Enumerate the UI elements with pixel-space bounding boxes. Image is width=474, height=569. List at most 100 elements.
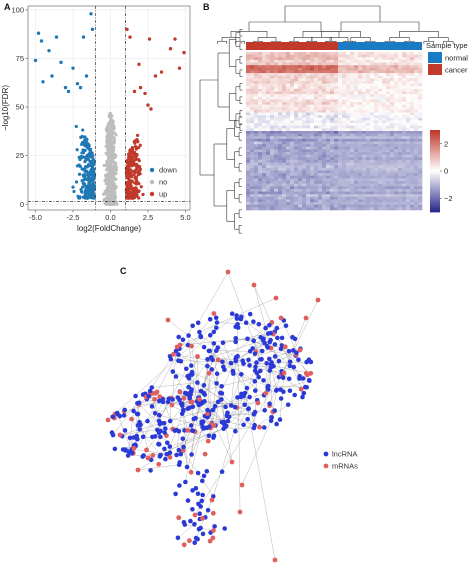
network-edge: [241, 420, 272, 486]
node-lncrna: [213, 315, 219, 321]
heatmap-cell: [390, 83, 395, 87]
heatmap-cell: [290, 57, 295, 61]
heatmap-cell: [390, 149, 395, 153]
node-mrna: [273, 295, 279, 301]
heatmap-cell: [390, 115, 395, 119]
node-lncrna: [177, 483, 182, 488]
heatmap-cell: [314, 202, 319, 206]
heatmap-cell: [262, 186, 267, 190]
heatmap-cell: [250, 146, 255, 150]
heatmap-cell: [382, 146, 387, 150]
heatmap-cell: [290, 52, 295, 55]
heatmap-cell: [314, 183, 319, 187]
heatmap-cell: [362, 159, 367, 163]
heatmap-cell: [290, 102, 295, 105]
heatmap-cell: [410, 88, 415, 92]
heatmap-cell: [310, 175, 315, 179]
heatmap-cell: [266, 120, 271, 124]
heatmap-cell: [326, 141, 331, 145]
point-down: [85, 165, 89, 169]
heatmap-cell: [258, 91, 263, 95]
heatmap-cell: [306, 159, 311, 163]
heatmap-cell: [274, 188, 279, 192]
heatmap-cell: [390, 117, 395, 121]
heatmap-cell: [394, 162, 399, 166]
heatmap-cell: [414, 170, 419, 174]
heatmap-cell: [370, 149, 375, 153]
heatmap-cell: [314, 194, 319, 198]
heatmap-cell: [298, 86, 303, 90]
heatmap-cell: [374, 67, 379, 71]
heatmap-cell: [290, 159, 295, 163]
heatmap-cell: [290, 96, 295, 100]
heatmap-cell: [274, 83, 279, 87]
heatmap-cell: [262, 146, 267, 150]
color-scale-segment: [430, 179, 440, 182]
heatmap-cell: [398, 191, 403, 195]
heatmap-cell: [358, 157, 363, 161]
heatmap-cell: [406, 104, 411, 108]
heatmap-cell: [258, 191, 263, 195]
heatmap-cell: [298, 207, 303, 211]
heatmap-cell: [398, 75, 403, 79]
heatmap-cell: [330, 120, 335, 124]
heatmap-cell: [414, 107, 419, 111]
heatmap-cell: [350, 170, 355, 174]
network-edge: [216, 350, 251, 352]
heatmap-cell: [318, 181, 323, 184]
point-up: [134, 157, 138, 161]
heatmap-cell: [274, 59, 279, 63]
heatmap-cell: [326, 175, 331, 179]
node-lncrna: [189, 363, 194, 368]
heatmap-cell: [418, 94, 423, 98]
heatmap-cell: [414, 204, 419, 208]
heatmap-cell: [314, 120, 319, 124]
node-lncrna: [157, 412, 162, 418]
heatmap-cell: [286, 175, 291, 179]
point-no: [111, 141, 116, 145]
heatmap-cell: [286, 88, 291, 92]
network-edge: [244, 392, 276, 561]
heatmap-cell: [334, 94, 339, 98]
heatmap-cell: [338, 125, 343, 129]
heatmap-cell: [382, 91, 387, 95]
heatmap-cell: [262, 102, 267, 105]
heatmap-cell: [382, 120, 387, 124]
node-lncrna: [304, 359, 309, 365]
node-lncrna: [253, 388, 258, 393]
heatmap-cell: [250, 62, 255, 66]
point-down: [80, 142, 84, 147]
heatmap-cell: [334, 123, 339, 127]
heatmap-cell: [362, 115, 367, 119]
heatmap-cell: [410, 175, 415, 179]
heatmap-cell: [362, 54, 367, 58]
node-mrna: [180, 448, 186, 453]
heatmap-cell: [362, 194, 367, 198]
heatmap-cell: [370, 133, 375, 137]
heatmap-cell: [298, 162, 303, 166]
heatmap-cell: [318, 102, 323, 105]
node-lncrna: [200, 478, 205, 484]
node-lncrna: [158, 434, 163, 440]
node-lncrna: [294, 350, 299, 356]
heatmap-cell: [374, 136, 379, 140]
heatmap-cell: [274, 86, 279, 90]
heatmap-cell: [310, 202, 315, 206]
heatmap-cell: [294, 157, 299, 161]
heatmap-cell: [258, 128, 263, 132]
heatmap-cell: [418, 191, 423, 195]
node-lncrna: [198, 504, 203, 509]
heatmap-cell: [266, 112, 271, 116]
heatmap-cell: [354, 152, 359, 155]
heatmap-cell: [290, 144, 295, 148]
heatmap-cell: [346, 136, 351, 140]
heatmap-cell: [362, 196, 367, 200]
node-lncrna: [170, 397, 175, 402]
heatmap-cell: [354, 62, 359, 66]
heatmap-cell: [410, 94, 415, 98]
heatmap-cell: [410, 136, 415, 140]
heatmap-cell: [366, 109, 371, 113]
heatmap-cell: [378, 154, 383, 158]
heatmap-cell: [278, 165, 283, 169]
heatmap-cell: [306, 109, 311, 113]
